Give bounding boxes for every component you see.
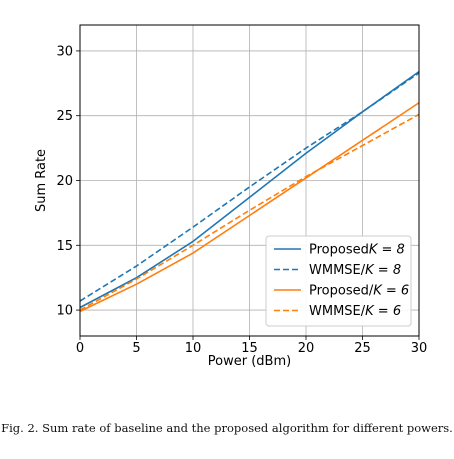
legend-label-3: Proposed/K = 6: [309, 284, 409, 299]
axis-ticks: 0 5 10 15 20 25 30 10 15 20 25 30: [56, 44, 427, 356]
x-tick-label: 20: [298, 341, 315, 356]
y-axis-label: Sum Rate: [34, 149, 49, 212]
x-axis-label: Power (dBm): [208, 354, 291, 369]
legend-label-math: K = 8: [365, 263, 401, 278]
legend-label-math: K = 6: [373, 284, 409, 299]
x-tick-label: 5: [132, 341, 140, 356]
x-tick-label: 10: [185, 341, 202, 356]
y-tick-label: 20: [56, 174, 73, 189]
series-line-4: [79, 113, 420, 311]
legend-label-1: ProposedK = 8: [309, 243, 405, 258]
y-tick-label: 25: [56, 109, 73, 124]
legend-label-main: WMMSE/: [309, 304, 366, 319]
legend-label-main: Proposed/: [309, 284, 374, 299]
y-tick-label: 10: [56, 304, 73, 319]
y-tick-label: 30: [56, 44, 73, 59]
series-line-3: [79, 102, 420, 313]
legend-label-math: K = 8: [369, 243, 405, 258]
legend-label-main: Proposed: [309, 243, 369, 258]
series-lines: [79, 70, 420, 313]
legend-label-main: WMMSE/: [309, 263, 366, 278]
x-tick-label: 25: [354, 341, 371, 356]
x-tick-label: 0: [76, 341, 84, 356]
legend-label-math: K = 6: [365, 304, 401, 319]
legend-box: [265, 235, 412, 327]
x-tick-label: 30: [411, 341, 428, 356]
series-line-2: [79, 72, 420, 302]
grid-lines: [79, 25, 420, 336]
y-tick-label: 15: [56, 239, 73, 254]
x-tick-label: 15: [241, 341, 258, 356]
series-line-1: [79, 70, 420, 309]
figure-caption: Fig. 2. Sum rate of baseline and the pro…: [1, 421, 453, 435]
legend-label-4: WMMSE/K = 6: [309, 304, 401, 319]
legend-label-2: WMMSE/K = 8: [309, 263, 401, 278]
